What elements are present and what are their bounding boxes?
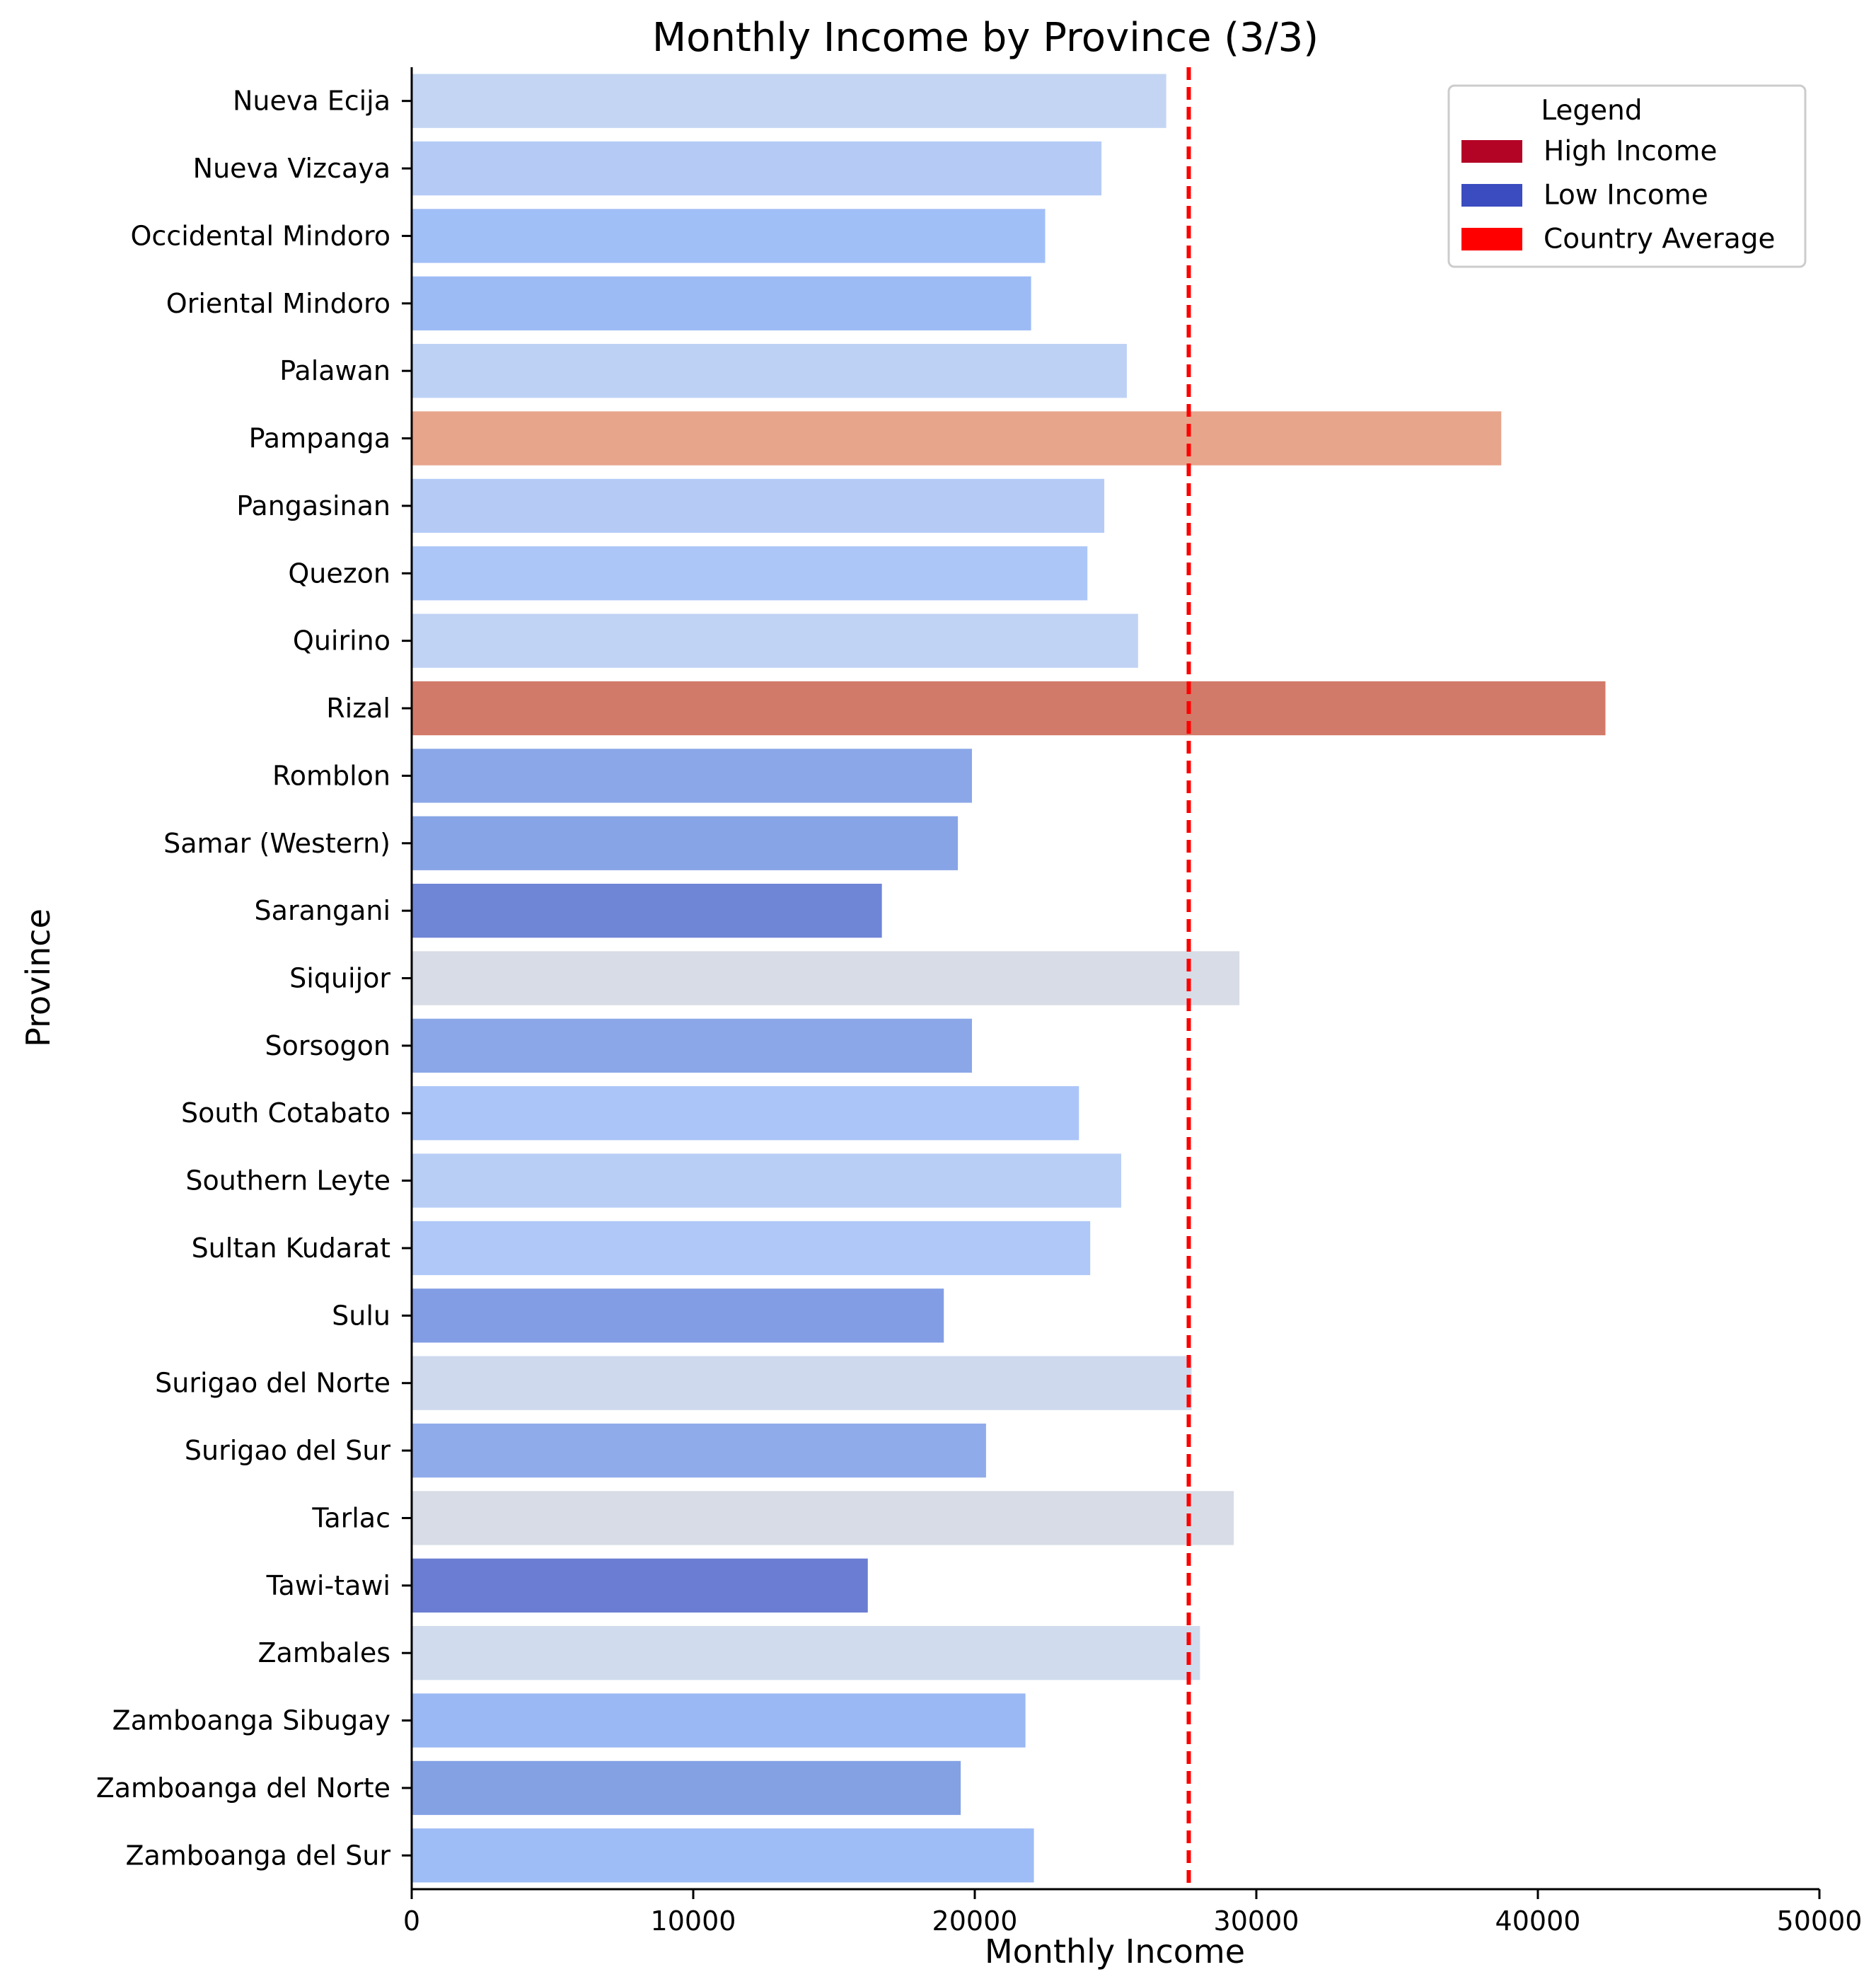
y-tick-label: Samar (Western) [163, 828, 390, 859]
y-tick-label: Tarlac [311, 1502, 390, 1533]
y-tick-label: Sulu [332, 1300, 390, 1331]
bar [412, 1491, 1234, 1545]
chart-title: Monthly Income by Province (3/3) [652, 15, 1319, 61]
y-tick-label: Quirino [293, 625, 390, 657]
bar [412, 74, 1166, 128]
x-tick-label: 0 [403, 1905, 420, 1937]
bar [412, 1086, 1079, 1141]
bar [412, 1693, 1026, 1748]
y-tick-label: Palawan [279, 355, 390, 386]
bar [412, 749, 973, 803]
bar [412, 478, 1105, 534]
legend-label: Country Average [1544, 224, 1775, 255]
bar [412, 1018, 973, 1073]
bar [412, 344, 1127, 398]
y-tick-label: Surigao del Norte [155, 1368, 390, 1399]
bar [412, 209, 1046, 263]
legend-frame [1447, 84, 1807, 268]
y-tick-label: Pampanga [249, 423, 390, 454]
y-tick-label: Sorsogon [265, 1030, 391, 1061]
bar [412, 276, 1031, 330]
legend-swatch [1461, 184, 1522, 207]
y-tick-label: Rizal [326, 693, 390, 724]
x-tick-label: 20000 [932, 1905, 1018, 1937]
x-ticks: 0 10000 20000 30000 40000 50000 [403, 1889, 1863, 1937]
legend: Legend High Income Low Income Country Aver… [1447, 84, 1807, 268]
legend-label: Low Income [1544, 180, 1708, 212]
y-tick-label: Quezon [288, 558, 390, 589]
legend-label: High Income [1544, 136, 1718, 168]
bar [412, 1288, 944, 1343]
y-tick-label: Nueva Vizcaya [193, 153, 390, 184]
y-axis-label: Province [19, 909, 57, 1047]
x-tick-label: 30000 [1214, 1905, 1299, 1937]
bar [412, 681, 1606, 736]
y-tick-label: Zamboanga del Norte [96, 1772, 390, 1804]
bar [412, 883, 882, 938]
bar [412, 816, 959, 870]
bar [412, 1760, 961, 1816]
bar [412, 613, 1138, 668]
y-tick-label: Romblon [272, 760, 390, 791]
x-tick-label: 40000 [1495, 1905, 1581, 1937]
bar [412, 546, 1088, 601]
x-tick-label: 50000 [1777, 1905, 1863, 1937]
legend-items: High Income Low Income Country Average [1461, 136, 1775, 255]
y-tick-label: Siquijor [289, 963, 390, 994]
y-tick-label: Tawi-tawi [266, 1570, 390, 1601]
bar [412, 1423, 986, 1478]
bar [412, 1221, 1091, 1276]
bar [412, 1626, 1200, 1680]
x-tick-label: 10000 [651, 1905, 736, 1937]
bar [412, 141, 1102, 196]
legend-swatch [1461, 228, 1522, 250]
x-axis-label: Monthly Income [985, 1932, 1245, 1971]
y-tick-label: Occidental Mindoro [131, 220, 391, 251]
y-tick-label: Zambales [258, 1637, 390, 1668]
y-tick-label: Surigao del Sur [185, 1435, 390, 1466]
bar [412, 1828, 1034, 1883]
y-tick-label: Zamboanga Sibugay [112, 1705, 390, 1736]
y-tick-labels: Nueva Ecija Nueva Vizcaya Occidental Mindo… [96, 86, 412, 1871]
y-tick-label: Oriental Mindoro [166, 288, 390, 319]
y-tick-label: South Cotabato [181, 1097, 390, 1129]
bar [412, 951, 1240, 1005]
bar [412, 1153, 1121, 1208]
bar [412, 411, 1502, 466]
y-tick-label: Zamboanga del Sur [125, 1840, 390, 1871]
y-tick-label: Sarangani [255, 895, 390, 926]
bar [412, 1356, 1192, 1410]
bars-group [412, 74, 1606, 1883]
legend-title: Legend [1541, 95, 1642, 127]
y-tick-label: Southern Leyte [185, 1165, 390, 1196]
y-tick-label: Sultan Kudarat [192, 1233, 390, 1264]
legend-swatch [1461, 140, 1522, 163]
y-tick-label: Pangasinan [236, 490, 390, 521]
y-tick-label: Nueva Ecija [233, 86, 390, 117]
bar [412, 1558, 868, 1613]
